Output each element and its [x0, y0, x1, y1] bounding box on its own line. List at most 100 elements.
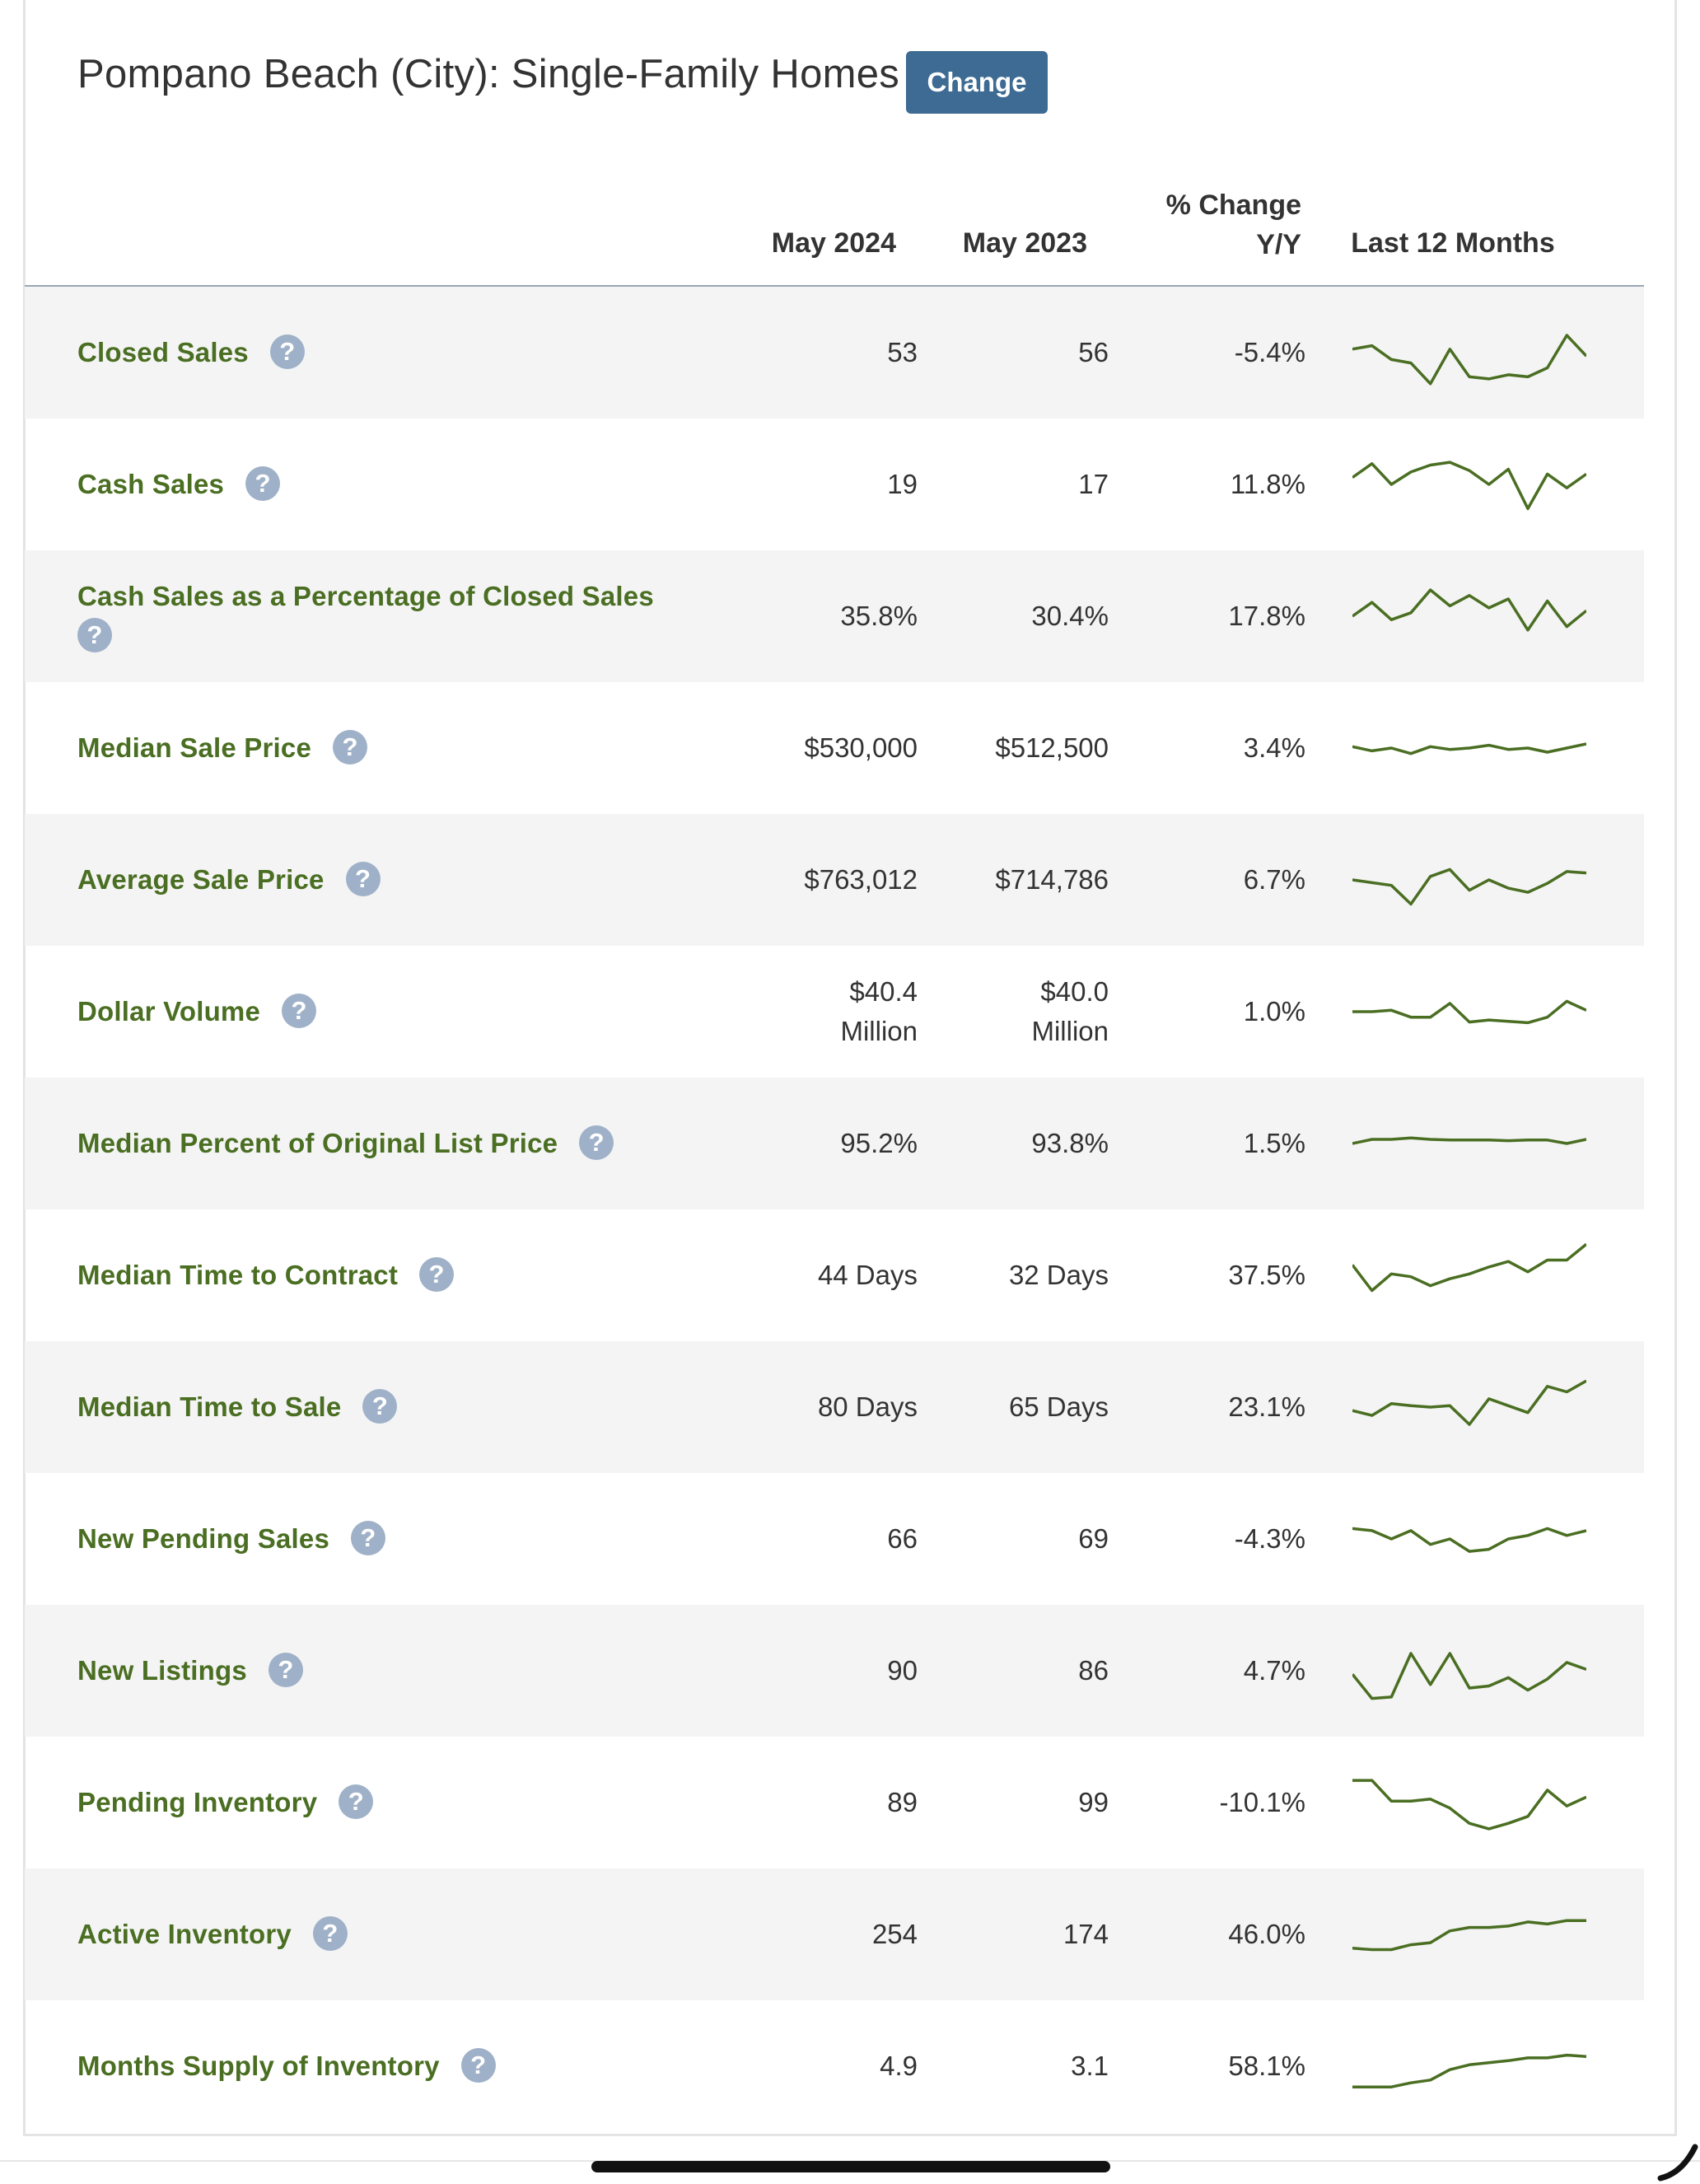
previous-value: $512,500 [995, 732, 1109, 763]
row-label[interactable]: Active Inventory? [77, 1915, 720, 1954]
column-header-sparkline: Last 12 Months [1351, 227, 1555, 259]
percent-change-value: 1.5% [1243, 1128, 1305, 1158]
sparkline-line [1352, 461, 1586, 511]
previous-value: 69 [1078, 1523, 1109, 1554]
percent-change-value: 23.1% [1228, 1391, 1305, 1422]
row-label[interactable]: Cash Sales? [77, 465, 720, 504]
column-header-change-line1: % Change [1165, 189, 1301, 221]
help-icon[interactable]: ? [268, 1653, 303, 1688]
sparkline-chart [1352, 334, 1586, 386]
row-label[interactable]: Median Percent of Original List Price? [77, 1124, 720, 1163]
sparkline-line [1352, 2053, 1586, 2088]
table-row: Active Inventory? 254 174 46.0% [25, 1868, 1644, 2000]
current-value: 80 Days [817, 1391, 918, 1422]
previous-value: 56 [1078, 337, 1109, 367]
row-label[interactable]: Average Sale Price? [77, 860, 720, 900]
help-icon[interactable]: ? [419, 1257, 455, 1293]
column-header-change: % Change Y/Y [1104, 185, 1301, 264]
row-label[interactable]: Months Supply of Inventory? [77, 2046, 720, 2086]
previous-value: 30.4% [1031, 601, 1109, 631]
table-row: New Pending Sales? 66 69 -4.3% [25, 1473, 1644, 1605]
row-label-text: Pending Inventory [77, 1787, 318, 1817]
previous-value: $714,786 [995, 864, 1109, 895]
current-value: 89 [887, 1787, 918, 1817]
row-label-text: New Listings [77, 1655, 247, 1686]
change-button[interactable]: Change [906, 51, 1048, 114]
sparkline-line [1352, 1779, 1586, 1831]
sparkline-chart [1352, 1242, 1586, 1293]
help-icon[interactable]: ? [339, 1784, 374, 1820]
sparkline-line [1352, 868, 1586, 906]
row-label-text: Median Sale Price [77, 732, 312, 763]
row-label-text: Active Inventory [77, 1919, 292, 1949]
row-label[interactable]: New Pending Sales? [77, 1519, 720, 1559]
current-value: 44 Days [817, 1260, 918, 1290]
current-value: 66 [887, 1523, 918, 1554]
row-label[interactable]: New Listings? [77, 1651, 720, 1691]
previous-value: 174 [1062, 1919, 1109, 1949]
row-label[interactable]: Dollar Volume? [77, 992, 720, 1031]
sparkline-chart [1352, 1779, 1586, 1831]
help-icon[interactable]: ? [77, 618, 112, 653]
current-value: 53 [887, 337, 918, 367]
percent-change-value: 17.8% [1228, 601, 1305, 631]
current-value: $763,012 [804, 864, 918, 895]
sparkline-chart [1352, 1527, 1586, 1553]
sparkline-chart [1352, 2053, 1586, 2088]
table-row: New Listings? 90 86 4.7% [25, 1605, 1644, 1737]
row-label[interactable]: Median Time to Contract? [77, 1256, 720, 1295]
current-value: 35.8% [840, 601, 918, 631]
sparkline-chart [1352, 999, 1586, 1025]
table-row: Closed Sales? 53 56 -5.4% [25, 287, 1644, 419]
sparkline-line [1352, 588, 1586, 632]
percent-change-value: 11.8% [1230, 469, 1305, 499]
help-icon[interactable]: ? [333, 730, 368, 765]
resize-corner-icon [1657, 2144, 1698, 2182]
help-icon[interactable]: ? [345, 862, 381, 897]
page-title: Pompano Beach (City): Single-Family Home… [77, 52, 900, 96]
percent-change-value: 1.0% [1243, 996, 1305, 1027]
sparkline-chart [1352, 868, 1586, 906]
help-icon[interactable]: ? [269, 334, 305, 370]
row-label-text: Median Time to Sale [77, 1391, 342, 1422]
row-label[interactable]: Pending Inventory? [77, 1783, 720, 1822]
header-divider [25, 285, 1644, 287]
help-icon[interactable]: ? [351, 1521, 385, 1556]
previous-value: 86 [1078, 1655, 1109, 1686]
help-icon[interactable]: ? [282, 994, 317, 1029]
sparkline-chart [1352, 1379, 1586, 1426]
help-icon[interactable]: ? [579, 1125, 614, 1161]
row-label[interactable]: Cash Sales as a Percentage of Closed Sal… [77, 577, 720, 656]
home-indicator[interactable] [591, 2161, 1110, 2172]
column-header-change-line2: Y/Y [1256, 229, 1301, 260]
row-label[interactable]: Median Sale Price? [77, 728, 720, 768]
sparkline-chart [1352, 1652, 1586, 1700]
percent-change-value: -10.1% [1219, 1787, 1305, 1817]
current-value: 90 [887, 1655, 918, 1686]
percent-change-value: 4.7% [1243, 1655, 1305, 1686]
row-label-text: Cash Sales as a Percentage of Closed Sal… [77, 581, 654, 611]
table-row: Cash Sales as a Percentage of Closed Sal… [25, 550, 1644, 682]
percent-change-value: 58.1% [1228, 2051, 1305, 2081]
help-icon[interactable]: ? [362, 1389, 398, 1424]
help-icon[interactable]: ? [312, 1916, 348, 1952]
previous-value: 65 Days [1008, 1391, 1109, 1422]
percent-change-value: 37.5% [1228, 1260, 1305, 1290]
table-row: Pending Inventory? 89 99 -10.1% [25, 1737, 1644, 1868]
previous-value: 99 [1078, 1787, 1109, 1817]
table-row: Median Time to Sale? 80 Days 65 Days 23.1% [25, 1341, 1644, 1473]
sparkline-line [1352, 1527, 1586, 1553]
row-label[interactable]: Median Time to Sale? [77, 1387, 720, 1427]
table-row: Dollar Volume? $40.4 Million $40.0 Million… [25, 946, 1644, 1078]
row-label[interactable]: Closed Sales? [77, 333, 720, 372]
table-row: Average Sale Price? $763,012 $714,786 6.7% [25, 814, 1644, 946]
sparkline-line [1352, 1919, 1586, 1952]
table-row: Median Time to Contract? 44 Days 32 Days 37… [25, 1209, 1644, 1341]
help-icon[interactable]: ? [460, 2048, 496, 2083]
help-icon[interactable]: ? [245, 466, 281, 502]
sparkline-chart [1352, 1136, 1586, 1145]
sparkline-line [1352, 742, 1586, 755]
percent-change-value: 3.4% [1243, 732, 1305, 763]
percent-change-value: -4.3% [1234, 1523, 1305, 1554]
sparkline-line [1352, 999, 1586, 1025]
